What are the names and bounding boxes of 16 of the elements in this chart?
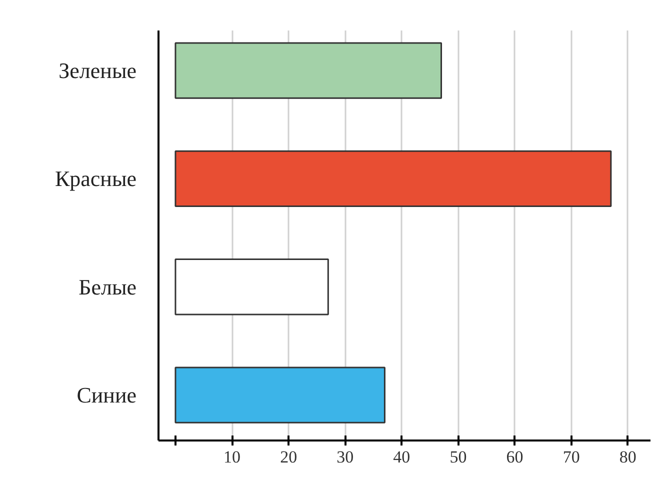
x-tick-label: 20 xyxy=(280,448,298,466)
y-tick-label: Синие xyxy=(76,382,137,408)
x-tick-label: 80 xyxy=(619,448,636,466)
x-tick-label: 50 xyxy=(450,448,467,466)
x-tick-label: 10 xyxy=(224,448,241,466)
y-tick-label: Зеленые xyxy=(58,58,137,84)
x-tick-label: 70 xyxy=(562,448,580,466)
y-tick-label: Белые xyxy=(78,274,136,300)
bar xyxy=(174,150,612,208)
bar xyxy=(174,258,329,316)
x-tick-label: 60 xyxy=(506,448,524,466)
x-tick-label: 30 xyxy=(336,448,354,466)
bar xyxy=(174,366,386,424)
x-tick-label: 40 xyxy=(393,448,410,466)
y-tick-label: Красные xyxy=(54,166,137,192)
bar xyxy=(174,42,442,99)
